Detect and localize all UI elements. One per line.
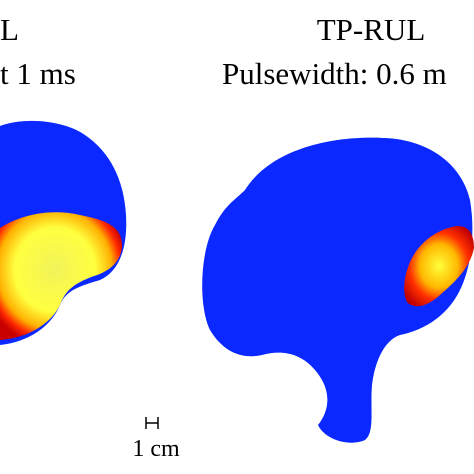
field-hotspot-left (0, 212, 122, 340)
panel-subtitle: Pulsewidth: 0.6 m (222, 56, 447, 91)
scale-bar (145, 417, 159, 429)
field-hotspot-right (404, 226, 474, 307)
brain-right (202, 137, 473, 443)
panel-subtitle: t 1 ms (0, 56, 76, 91)
panel-title: TP-RUL (317, 12, 426, 47)
scale-label: 1 cm (132, 436, 180, 462)
panel-title: L (0, 12, 19, 47)
